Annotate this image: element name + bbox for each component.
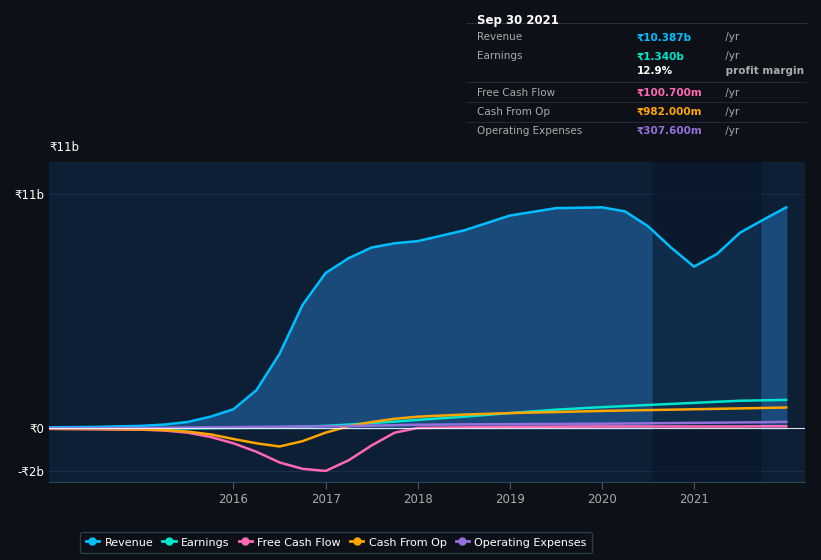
- Text: Sep 30 2021: Sep 30 2021: [476, 14, 558, 27]
- Text: /yr: /yr: [722, 126, 739, 136]
- Text: ₹11b: ₹11b: [49, 141, 80, 154]
- Bar: [653, 162, 760, 482]
- Text: Earnings: Earnings: [476, 52, 522, 62]
- Text: Free Cash Flow: Free Cash Flow: [476, 88, 555, 98]
- Text: ₹307.600m: ₹307.600m: [637, 126, 703, 136]
- Text: ₹10.387b: ₹10.387b: [637, 32, 692, 43]
- Text: 12.9%: 12.9%: [637, 66, 673, 76]
- Text: /yr: /yr: [722, 107, 739, 117]
- Text: ₹100.700m: ₹100.700m: [637, 88, 703, 98]
- Text: Cash From Op: Cash From Op: [476, 107, 549, 117]
- Text: /yr: /yr: [722, 52, 739, 62]
- Text: profit margin: profit margin: [722, 66, 804, 76]
- Text: ₹982.000m: ₹982.000m: [637, 107, 702, 117]
- Text: Operating Expenses: Operating Expenses: [476, 126, 582, 136]
- Text: ₹1.340b: ₹1.340b: [637, 52, 685, 62]
- Text: /yr: /yr: [722, 88, 739, 98]
- Text: /yr: /yr: [722, 32, 739, 43]
- Text: Revenue: Revenue: [476, 32, 521, 43]
- Legend: Revenue, Earnings, Free Cash Flow, Cash From Op, Operating Expenses: Revenue, Earnings, Free Cash Flow, Cash …: [80, 532, 593, 553]
